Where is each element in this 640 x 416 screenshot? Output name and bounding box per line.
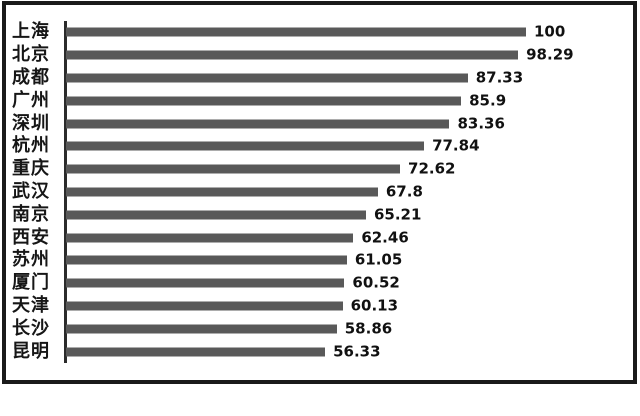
bar-row: 深圳 83.36 — [6, 112, 633, 135]
bar-row: 武汉 67.8 — [6, 181, 633, 204]
bar — [66, 73, 468, 83]
category-label: 广州 — [12, 89, 50, 111]
bar-row: 长沙 58.86 — [6, 317, 633, 340]
value-label: 100 — [534, 22, 566, 41]
category-label: 武汉 — [12, 180, 50, 202]
value-label: 83.36 — [457, 114, 505, 133]
bar — [66, 27, 526, 37]
bar — [66, 301, 343, 311]
value-label: 58.86 — [344, 319, 393, 338]
value-label: 67.8 — [385, 182, 423, 201]
bar-row: 北京 98.29 — [6, 44, 633, 67]
bar-row: 苏州 61.05 — [6, 249, 633, 272]
category-label: 上海 — [12, 21, 50, 43]
bar-row: 西安 62.46 — [6, 226, 633, 249]
value-label: 72.62 — [408, 159, 456, 178]
category-label: 杭州 — [12, 135, 50, 157]
value-label: 60.52 — [352, 273, 400, 292]
bar — [66, 141, 425, 151]
value-label: 56.33 — [333, 342, 381, 361]
value-label: 60.13 — [350, 296, 399, 315]
bar — [66, 278, 345, 288]
category-label: 北京 — [12, 44, 50, 66]
value-label: 98.29 — [526, 45, 574, 64]
value-label: 62.46 — [361, 228, 409, 247]
bar-row: 上海 100 — [6, 21, 633, 44]
category-label: 深圳 — [12, 112, 50, 134]
category-label: 南京 — [12, 203, 50, 225]
value-label: 65.21 — [373, 205, 422, 224]
value-label: 85.9 — [469, 91, 507, 110]
bar — [66, 233, 354, 243]
bar-row: 昆明 56.33 — [6, 340, 633, 363]
bar-row: 广州 85.9 — [6, 89, 633, 112]
bar — [66, 324, 337, 334]
bar — [66, 50, 519, 60]
category-label: 长沙 — [12, 317, 50, 339]
bar-row: 成都 87.33 — [6, 67, 633, 90]
value-label: 87.33 — [475, 68, 524, 87]
bar-row: 天津 60.13 — [6, 295, 633, 318]
bar — [66, 210, 366, 220]
bar-row: 厦门 60.52 — [6, 272, 633, 295]
bar-row: 杭州 77.84 — [6, 135, 633, 158]
bar — [66, 347, 326, 357]
category-label: 厦门 — [12, 272, 50, 294]
bar — [66, 164, 401, 174]
category-label: 苏州 — [12, 249, 50, 271]
chart-frame: 上海 100 北京 98.29 成都 87.33 广州 85.9 深圳 83.36 杭州 77.84 重… — [2, 1, 637, 384]
category-label: 昆明 — [12, 340, 50, 362]
bar — [66, 119, 450, 129]
bar-row: 重庆 72.62 — [6, 158, 633, 181]
category-label: 重庆 — [12, 158, 50, 180]
plot-area: 上海 100 北京 98.29 成都 87.33 广州 85.9 深圳 83.36 杭州 77.84 重… — [6, 5, 633, 380]
category-label: 西安 — [12, 226, 50, 248]
bar-row: 南京 65.21 — [6, 203, 633, 226]
category-label: 天津 — [12, 294, 50, 316]
value-label: 77.84 — [432, 136, 480, 155]
category-label: 成都 — [12, 66, 50, 88]
value-label: 61.05 — [354, 250, 403, 269]
bar — [66, 96, 462, 106]
bar — [66, 187, 378, 197]
category-axis-line — [64, 21, 67, 363]
bar — [66, 255, 347, 265]
